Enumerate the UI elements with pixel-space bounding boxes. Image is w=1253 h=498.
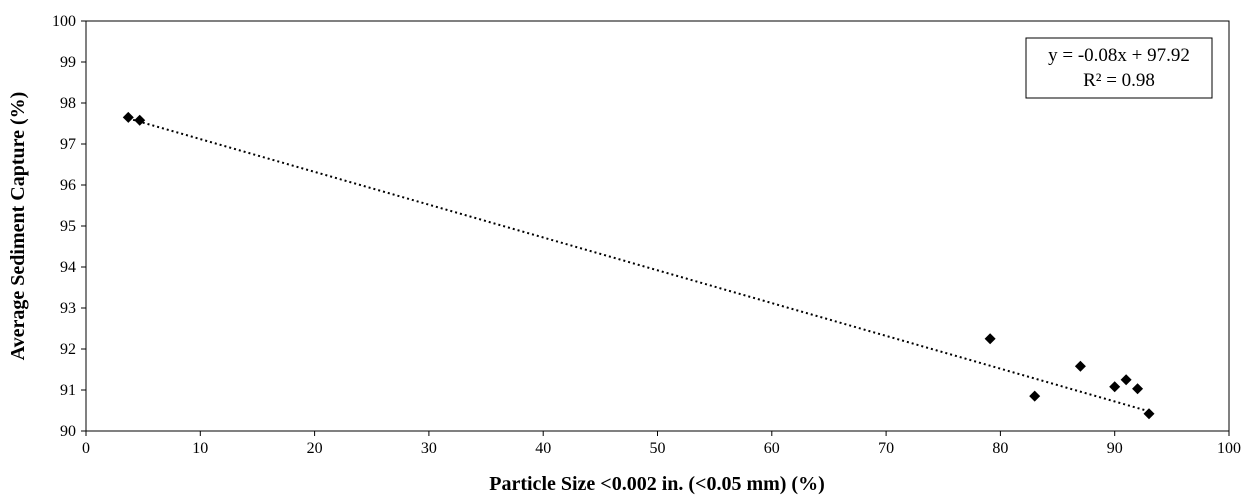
y-tick-label: 95 bbox=[60, 218, 76, 235]
data-point bbox=[1143, 408, 1155, 420]
data-point bbox=[1132, 383, 1144, 395]
data-point bbox=[1120, 374, 1132, 386]
y-tick-label: 93 bbox=[60, 300, 76, 317]
data-point bbox=[1029, 390, 1041, 402]
x-axis-title: Particle Size <0.002 in. (<0.05 mm) (%) bbox=[489, 473, 825, 495]
x-tick-label: 20 bbox=[307, 440, 323, 457]
x-tick-label: 0 bbox=[82, 440, 90, 457]
x-axis-ticks: 0 10 20 30 40 50 60 70 80 90 100 bbox=[82, 431, 1241, 457]
trendline-line bbox=[128, 117, 1150, 413]
y-tick-label: 91 bbox=[60, 382, 76, 399]
x-tick-label: 40 bbox=[535, 440, 551, 457]
data-points bbox=[122, 111, 1155, 420]
data-point bbox=[984, 333, 996, 345]
data-point bbox=[1109, 381, 1121, 393]
y-tick-label: 96 bbox=[60, 177, 76, 194]
data-point bbox=[1074, 360, 1086, 372]
equation-box: y = -0.08x + 97.92 R² = 0.98 bbox=[1025, 37, 1213, 99]
equation-box-frame bbox=[1025, 37, 1213, 99]
x-tick-label: 10 bbox=[192, 440, 208, 457]
data-point bbox=[122, 111, 134, 123]
x-tick-label: 100 bbox=[1217, 440, 1241, 457]
y-tick-label: 98 bbox=[60, 95, 76, 112]
x-tick-label: 60 bbox=[764, 440, 780, 457]
y-tick-label: 100 bbox=[52, 13, 76, 30]
r-squared-label: R² = 0.98 bbox=[1083, 70, 1155, 91]
x-tick-label: 30 bbox=[421, 440, 437, 457]
y-tick-label: 99 bbox=[60, 54, 76, 71]
x-tick-label: 80 bbox=[992, 440, 1008, 457]
y-tick-label: 97 bbox=[60, 136, 76, 153]
y-tick-label: 90 bbox=[60, 423, 76, 440]
y-tick-label: 92 bbox=[60, 341, 76, 358]
y-axis-title: Average Sediment Capture (%) bbox=[7, 92, 29, 361]
trendline bbox=[128, 117, 1150, 413]
y-tick-label: 94 bbox=[60, 259, 76, 276]
x-tick-label: 70 bbox=[878, 440, 894, 457]
data-point bbox=[134, 114, 146, 126]
trendline-equation: y = -0.08x + 97.92 bbox=[1048, 45, 1190, 66]
x-tick-label: 50 bbox=[650, 440, 666, 457]
x-tick-label: 90 bbox=[1107, 440, 1123, 457]
y-axis-ticks: 90 91 92 93 94 95 96 97 98 99 100 bbox=[52, 13, 86, 440]
